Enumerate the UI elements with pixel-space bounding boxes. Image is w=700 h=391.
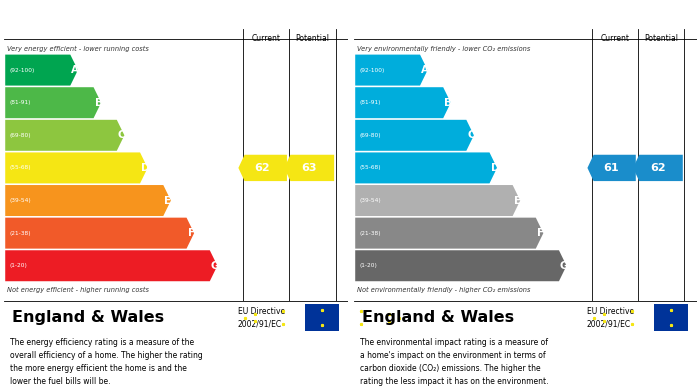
- Text: EU Directive
2002/91/EC: EU Directive 2002/91/EC: [238, 307, 285, 328]
- Text: Energy Efficiency Rating: Energy Efficiency Rating: [14, 8, 176, 21]
- Text: B: B: [444, 98, 452, 108]
- FancyBboxPatch shape: [654, 304, 688, 331]
- Polygon shape: [633, 155, 682, 181]
- Text: F: F: [188, 228, 195, 238]
- Text: Current: Current: [251, 34, 280, 43]
- Polygon shape: [355, 120, 474, 151]
- Polygon shape: [284, 155, 334, 181]
- Text: C: C: [118, 130, 125, 140]
- FancyBboxPatch shape: [304, 304, 340, 331]
- Text: (39-54): (39-54): [359, 198, 381, 203]
- Polygon shape: [355, 218, 543, 249]
- Text: D: D: [141, 163, 150, 173]
- Text: (81-91): (81-91): [9, 100, 31, 105]
- Polygon shape: [5, 87, 101, 118]
- Text: E: E: [164, 196, 172, 206]
- Text: (81-91): (81-91): [359, 100, 381, 105]
- Text: England & Wales: England & Wales: [362, 310, 514, 325]
- Polygon shape: [5, 218, 194, 249]
- Text: The environmental impact rating is a measure of
a home's impact on the environme: The environmental impact rating is a mea…: [360, 338, 549, 386]
- Polygon shape: [355, 87, 451, 118]
- Polygon shape: [355, 152, 497, 183]
- Text: (39-54): (39-54): [9, 198, 31, 203]
- Text: Potential: Potential: [644, 34, 678, 43]
- Text: The energy efficiency rating is a measure of the
overall efficiency of a home. T: The energy efficiency rating is a measur…: [10, 338, 203, 386]
- Text: Not environmentally friendly - higher CO₂ emissions: Not environmentally friendly - higher CO…: [357, 287, 531, 293]
- Text: (92-100): (92-100): [359, 68, 385, 73]
- Text: (69-80): (69-80): [9, 133, 31, 138]
- Text: (21-38): (21-38): [359, 231, 381, 236]
- Polygon shape: [355, 250, 566, 281]
- Polygon shape: [5, 185, 171, 216]
- Text: Very environmentally friendly - lower CO₂ emissions: Very environmentally friendly - lower CO…: [357, 46, 531, 52]
- Text: Very energy efficient - lower running costs: Very energy efficient - lower running co…: [7, 46, 149, 52]
- Text: E: E: [514, 196, 521, 206]
- Text: B: B: [94, 98, 103, 108]
- Text: (92-100): (92-100): [9, 68, 35, 73]
- Text: (21-38): (21-38): [9, 231, 31, 236]
- Text: 62: 62: [255, 163, 270, 173]
- Polygon shape: [5, 120, 125, 151]
- Text: 61: 61: [603, 163, 619, 173]
- Polygon shape: [587, 155, 636, 181]
- Text: (55-68): (55-68): [9, 165, 31, 170]
- Text: A: A: [421, 65, 429, 75]
- Text: (69-80): (69-80): [359, 133, 381, 138]
- Polygon shape: [355, 185, 520, 216]
- Polygon shape: [5, 250, 218, 281]
- Text: Current: Current: [600, 34, 629, 43]
- Text: G: G: [211, 261, 219, 271]
- Text: 62: 62: [650, 163, 666, 173]
- Text: Not energy efficient - higher running costs: Not energy efficient - higher running co…: [7, 287, 149, 293]
- Text: (1-20): (1-20): [359, 263, 377, 268]
- Polygon shape: [239, 155, 287, 181]
- Text: EU Directive
2002/91/EC: EU Directive 2002/91/EC: [587, 307, 634, 328]
- Polygon shape: [5, 152, 148, 183]
- Text: 63: 63: [301, 163, 316, 173]
- Text: F: F: [537, 228, 544, 238]
- Polygon shape: [5, 55, 78, 86]
- Text: (55-68): (55-68): [359, 165, 381, 170]
- Text: (1-20): (1-20): [9, 263, 27, 268]
- Text: A: A: [71, 65, 79, 75]
- Text: England & Wales: England & Wales: [12, 310, 164, 325]
- Text: Environmental Impact (CO₂) Rating: Environmental Impact (CO₂) Rating: [364, 8, 596, 21]
- Text: D: D: [491, 163, 499, 173]
- Text: Potential: Potential: [295, 34, 329, 43]
- Polygon shape: [355, 55, 428, 86]
- Text: C: C: [468, 130, 475, 140]
- Text: G: G: [560, 261, 568, 271]
